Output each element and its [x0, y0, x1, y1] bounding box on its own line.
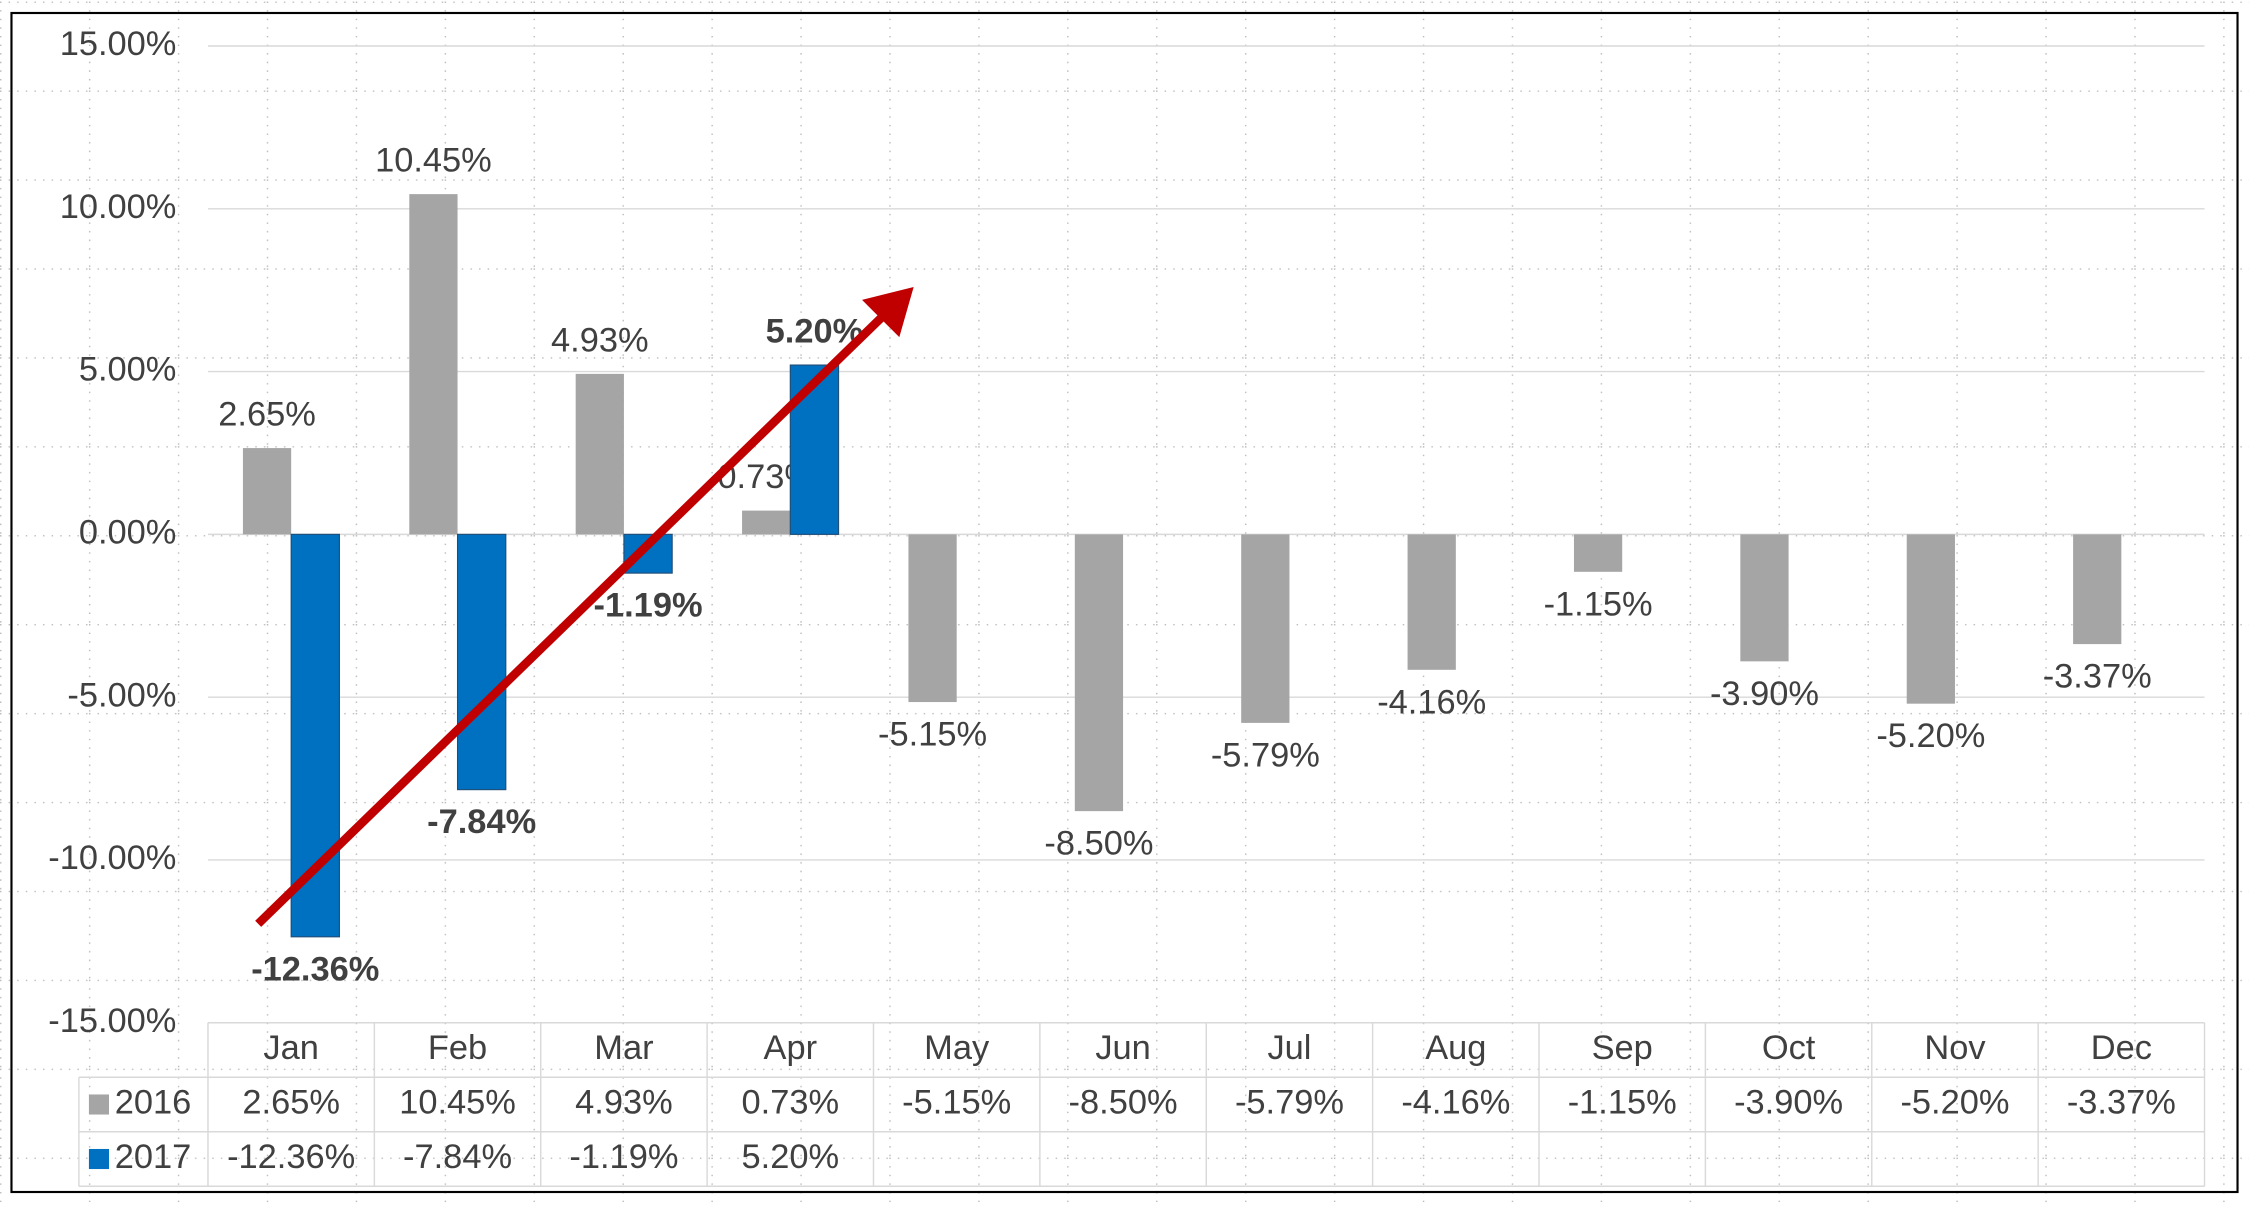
table-cell: 10.45%: [399, 1084, 516, 1122]
y-tick-label: -15.00%: [48, 1002, 176, 1040]
data-label: 10.45%: [375, 142, 492, 180]
x-tick-label: Sep: [1592, 1029, 1653, 1067]
trend-arrow-head: [862, 286, 914, 338]
bar: [1074, 534, 1124, 812]
bar: [575, 373, 624, 535]
x-tick-label: Feb: [428, 1029, 487, 1067]
bar: [409, 194, 458, 535]
table-cell: -1.19%: [569, 1138, 678, 1176]
x-tick-label: Oct: [1762, 1029, 1816, 1067]
data-label: 2.65%: [218, 396, 316, 434]
table-cell: -4.16%: [1401, 1084, 1510, 1122]
bar: [789, 364, 840, 535]
bar: [1241, 534, 1290, 723]
x-tick-label: Jan: [263, 1029, 318, 1067]
table-cell: 4.93%: [575, 1084, 673, 1122]
x-tick-label: Apr: [764, 1029, 818, 1067]
bar: [290, 533, 340, 938]
data-label: -4.16%: [1377, 683, 1486, 721]
y-tick-label: -5.00%: [67, 676, 176, 714]
bar: [456, 533, 507, 791]
bar: [242, 448, 292, 535]
y-tick-label: 10.00%: [60, 188, 177, 226]
data-label: 4.93%: [551, 321, 649, 359]
data-label: -1.19%: [594, 587, 703, 625]
legend-label: 2016: [115, 1084, 192, 1122]
x-tick-label: Mar: [594, 1029, 653, 1067]
x-tick-label: Jul: [1267, 1029, 1311, 1067]
y-tick-label: 0.00%: [79, 513, 177, 551]
table-cell: -3.90%: [1734, 1084, 1843, 1122]
x-tick-label: Aug: [1425, 1029, 1486, 1067]
table-cell: 0.73%: [742, 1084, 840, 1122]
legend-swatch: [88, 1094, 110, 1115]
table-cell: 5.20%: [742, 1138, 840, 1176]
legend-label: 2017: [115, 1138, 192, 1176]
x-tick-label: Jun: [1095, 1029, 1150, 1067]
chart-border: [10, 11, 2239, 1194]
x-tick-label: May: [924, 1029, 990, 1067]
table-cell: -7.84%: [403, 1138, 512, 1176]
data-label: -3.37%: [2043, 658, 2152, 696]
table-cell: 2.65%: [242, 1084, 340, 1122]
data-label: -8.50%: [1044, 825, 1153, 863]
y-tick-label: 5.00%: [79, 351, 177, 389]
data-label: -7.84%: [427, 803, 536, 841]
bar: [1740, 534, 1789, 662]
bar: [1573, 534, 1623, 572]
table-cell: -1.15%: [1568, 1084, 1677, 1122]
bar: [742, 510, 791, 535]
y-tick-label: 15.00%: [60, 25, 177, 63]
table-cell: -5.20%: [1900, 1084, 2009, 1122]
table-cell: -5.79%: [1235, 1084, 1344, 1122]
data-label: -5.79%: [1211, 736, 1320, 774]
bar: [908, 534, 957, 703]
trend-arrow: [255, 309, 890, 927]
legend-swatch: [88, 1148, 110, 1170]
table-cell: -12.36%: [227, 1138, 355, 1176]
data-label: -12.36%: [251, 950, 379, 988]
table-cell: -8.50%: [1069, 1084, 1178, 1122]
data-label: -1.15%: [1544, 585, 1653, 623]
bar: [1407, 534, 1456, 670]
data-label: -5.20%: [1876, 717, 1985, 755]
x-tick-label: Dec: [2091, 1029, 2152, 1067]
x-tick-label: Nov: [1924, 1029, 1986, 1067]
data-label: 5.20%: [766, 313, 864, 351]
data-label: -3.90%: [1710, 675, 1819, 713]
bar: [2073, 534, 2122, 645]
data-label: -5.15%: [878, 716, 987, 754]
table-cell: -3.37%: [2067, 1084, 2176, 1122]
table-cell: -5.15%: [902, 1084, 1011, 1122]
y-tick-label: -10.00%: [48, 839, 176, 877]
bar: [1906, 534, 1955, 704]
